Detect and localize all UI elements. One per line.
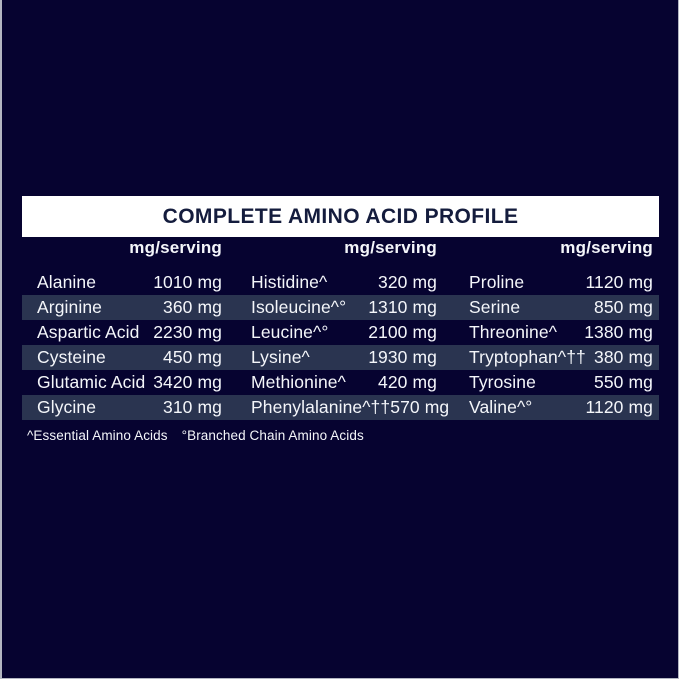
unit-header-col1: mg/serving xyxy=(22,232,222,270)
amino-value: 1120 mg xyxy=(585,272,653,292)
amino-value: 450 mg xyxy=(163,347,222,367)
amino-acid-table: mg/serving mg/serving mg/serving Alanine… xyxy=(22,238,659,443)
amino-cell: Phenylalanine^†† 570 mg xyxy=(251,395,449,420)
amino-name: Phenylalanine^†† xyxy=(251,397,391,417)
amino-cell: Tyrosine 550 mg xyxy=(469,370,659,395)
amino-cell: Glutamic Acid 3420 mg xyxy=(22,370,222,395)
table-row: Alanine 1010 mg Histidine^ 320 mg Prolin… xyxy=(22,270,659,295)
amino-value: 1120 mg xyxy=(585,397,653,417)
amino-cell: Cysteine 450 mg xyxy=(22,345,222,370)
table-row: Arginine 360 mg Isoleucine^° 1310 mg Ser… xyxy=(22,295,659,320)
amino-cell: Leucine^° 2100 mg xyxy=(251,320,437,345)
amino-name: Valine^° xyxy=(469,397,533,417)
unit-header-col3: mg/serving xyxy=(469,232,659,270)
amino-name: Glutamic Acid xyxy=(37,372,146,392)
amino-value: 380 mg xyxy=(594,347,653,367)
amino-value: 2100 mg xyxy=(368,322,437,342)
unit-header-label: mg/serving xyxy=(344,238,437,257)
amino-cell: Serine 850 mg xyxy=(469,295,659,320)
amino-name: Tyrosine xyxy=(469,372,536,392)
table-row: Glutamic Acid 3420 mg Methionine^ 420 mg… xyxy=(22,370,659,395)
amino-value: 310 mg xyxy=(163,397,222,417)
amino-name: Histidine^ xyxy=(251,272,328,292)
amino-cell: Alanine 1010 mg xyxy=(22,270,222,295)
amino-cell: Glycine 310 mg xyxy=(22,395,222,420)
amino-name: Leucine^° xyxy=(251,322,329,342)
footnote-bcaa: °Branched Chain Amino Acids xyxy=(181,428,364,443)
amino-cell: Proline 1120 mg xyxy=(469,270,659,295)
amino-value: 550 mg xyxy=(594,372,653,392)
amino-name: Serine xyxy=(469,297,521,317)
page-title: COMPLETE AMINO ACID PROFILE xyxy=(162,204,519,228)
amino-cell: Isoleucine^° 1310 mg xyxy=(251,295,437,320)
amino-name: Aspartic Acid xyxy=(37,322,140,342)
amino-value: 570 mg xyxy=(390,397,450,417)
unit-header-label: mg/serving xyxy=(560,238,653,257)
table-header-row: mg/serving mg/serving mg/serving xyxy=(22,238,659,270)
amino-name: Lysine^ xyxy=(251,347,310,367)
footnote: ^Essential Amino Acids °Branched Chain Am… xyxy=(22,428,659,443)
table-row: Cysteine 450 mg Lysine^ 1930 mg Tryptoph… xyxy=(22,345,659,370)
amino-value: 1010 mg xyxy=(153,272,222,292)
amino-value: 360 mg xyxy=(163,297,222,317)
amino-cell: Methionine^ 420 mg xyxy=(251,370,437,395)
footnote-essential: ^Essential Amino Acids xyxy=(27,428,168,443)
amino-value: 1380 mg xyxy=(584,322,653,342)
amino-value: 2230 mg xyxy=(153,322,222,342)
unit-header-col2: mg/serving xyxy=(251,232,437,270)
amino-cell: Tryptophan^†† 380 mg xyxy=(469,345,659,370)
amino-value: 1310 mg xyxy=(368,297,437,317)
amino-cell: Histidine^ 320 mg xyxy=(251,270,437,295)
amino-value: 3420 mg xyxy=(153,372,222,392)
amino-name: Threonine^ xyxy=(469,322,558,342)
amino-value: 320 mg xyxy=(378,272,437,292)
amino-name: Arginine xyxy=(37,297,103,317)
amino-name: Methionine^ xyxy=(251,372,346,392)
table-row: Aspartic Acid 2230 mg Leucine^° 2100 mg … xyxy=(22,320,659,345)
amino-cell: Aspartic Acid 2230 mg xyxy=(22,320,222,345)
amino-name: Tryptophan^†† xyxy=(469,347,586,367)
amino-cell: Arginine 360 mg xyxy=(22,295,222,320)
amino-cell: Lysine^ 1930 mg xyxy=(251,345,437,370)
amino-name: Isoleucine^° xyxy=(251,297,347,317)
amino-cell: Threonine^ 1380 mg xyxy=(469,320,659,345)
amino-name: Proline xyxy=(469,272,525,292)
title-banner: COMPLETE AMINO ACID PROFILE xyxy=(22,196,659,237)
amino-value: 850 mg xyxy=(594,297,653,317)
amino-name: Alanine xyxy=(37,272,97,292)
amino-value: 1930 mg xyxy=(368,347,437,367)
amino-value: 420 mg xyxy=(378,372,437,392)
amino-name: Cysteine xyxy=(37,347,106,367)
table-row: Glycine 310 mg Phenylalanine^†† 570 mg V… xyxy=(22,395,659,420)
unit-header-label: mg/serving xyxy=(129,238,222,257)
amino-cell: Valine^° 1120 mg xyxy=(469,395,659,420)
amino-name: Glycine xyxy=(37,397,97,417)
